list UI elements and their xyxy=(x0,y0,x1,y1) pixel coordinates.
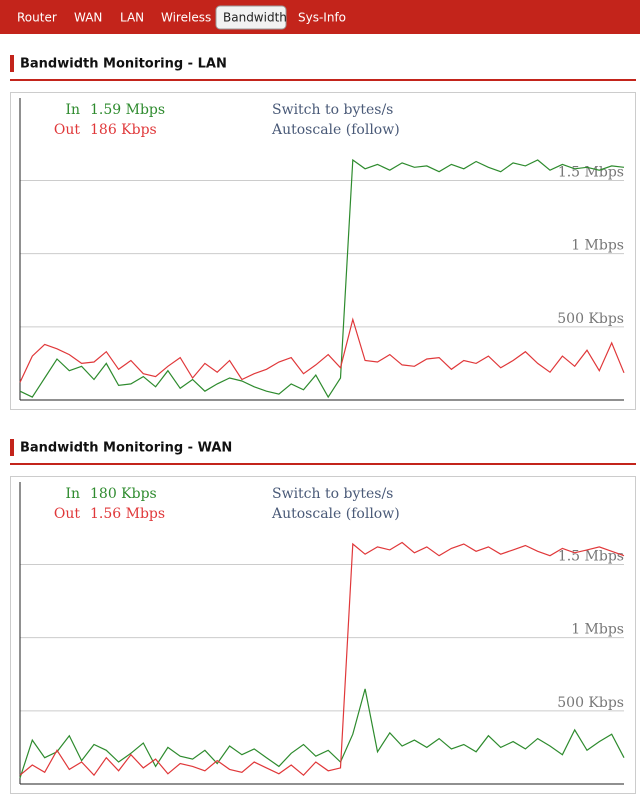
legend-name: Out xyxy=(54,506,80,522)
nav-item[interactable]: LAN xyxy=(120,11,144,25)
chart-link[interactable]: Autoscale (follow) xyxy=(271,122,400,138)
nav-bar xyxy=(0,0,640,34)
legend-value: 186 Kbps xyxy=(90,122,157,138)
series-line xyxy=(19,688,625,779)
heading-marker xyxy=(10,439,14,456)
heading-rule xyxy=(10,79,636,81)
series-line xyxy=(19,158,625,399)
legend-value: 1.56 Mbps xyxy=(90,506,165,522)
chart-link[interactable]: Switch to bytes/s xyxy=(272,486,393,502)
y-tick-label: 500 Kbps xyxy=(557,695,624,711)
series-line xyxy=(19,317,625,383)
chart-box xyxy=(10,476,636,794)
chart-link[interactable]: Switch to bytes/s xyxy=(272,102,393,118)
nav-item[interactable]: Bandwidth xyxy=(223,11,287,25)
chart-link[interactable]: Autoscale (follow) xyxy=(271,506,400,522)
legend-name: In xyxy=(65,102,80,118)
y-tick-label: 1 Mbps xyxy=(571,238,624,254)
nav-item[interactable]: Wireless xyxy=(161,11,211,25)
section-heading: Bandwidth Monitoring - LAN xyxy=(20,57,227,72)
y-tick-label: 500 Kbps xyxy=(557,311,624,327)
legend-value: 180 Kbps xyxy=(90,486,157,502)
chart-box xyxy=(10,92,636,410)
nav-item[interactable]: Sys-Info xyxy=(298,11,346,25)
heading-marker xyxy=(10,55,14,72)
nav-active-tab xyxy=(215,5,287,30)
y-tick-label: 1 Mbps xyxy=(571,622,624,638)
section-heading: Bandwidth Monitoring - WAN xyxy=(20,441,232,456)
legend-name: Out xyxy=(54,122,80,138)
nav-item[interactable]: Router xyxy=(17,11,57,25)
series-line xyxy=(19,541,625,777)
nav-item[interactable]: WAN xyxy=(74,11,102,25)
heading-rule xyxy=(10,463,636,465)
legend-name: In xyxy=(65,486,80,502)
legend-value: 1.59 Mbps xyxy=(90,102,165,118)
